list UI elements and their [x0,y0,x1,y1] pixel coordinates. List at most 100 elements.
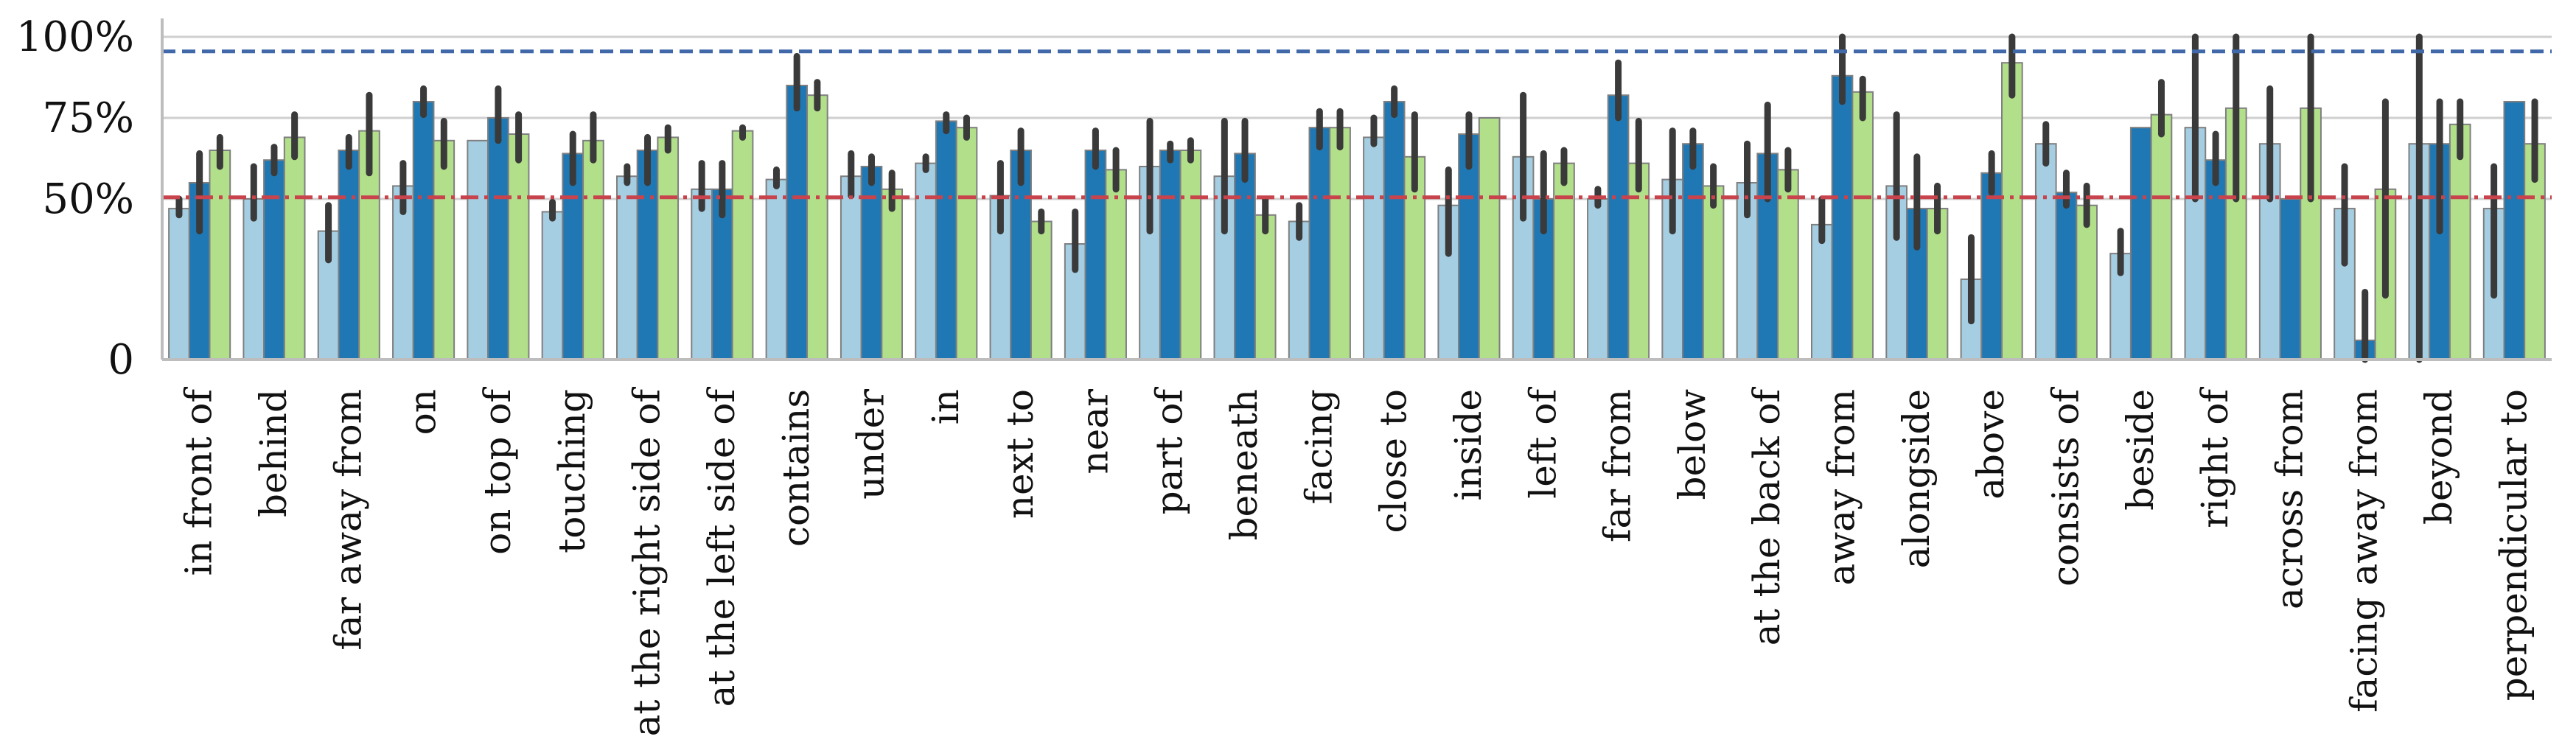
x-tick-label: part of [1148,387,1191,515]
x-tick-label: consists of [2044,387,2087,587]
bar [2503,101,2526,360]
bar [2205,159,2227,360]
bar [1702,185,1725,360]
bar [615,175,638,360]
y-tick-label: 0 [108,336,134,384]
x-tick-label: facing away from [2343,389,2386,713]
x-tick-label: far from [1596,389,1639,542]
bar [2129,127,2152,360]
bar [1105,169,1127,360]
x-tick-label: above [1969,389,2012,500]
x-tick-label: below [1671,389,1714,500]
bar [263,159,285,360]
x-tick-label: at the back of [1745,387,1788,646]
bar [1308,127,1331,360]
bar [1831,74,1854,361]
axes [161,18,2552,361]
bar [1030,220,1053,360]
bar [1682,143,1704,360]
bar [2076,204,2098,360]
bar [209,150,231,360]
x-tick-label: at the left side of [700,387,743,707]
bar [915,162,937,360]
bar [1810,223,1833,360]
x-tick-label: on top of [476,387,519,555]
bar [2034,143,2057,360]
bar [1627,162,1650,360]
bar [1553,162,1575,360]
bar [1288,220,1310,360]
bar [1254,214,1277,360]
x-tick-label: inside [1447,389,1490,500]
x-tick-label: next to [999,389,1041,519]
x-tick-label: under [849,389,892,500]
bar [1234,153,1256,360]
bar [1980,172,2003,360]
x-tick-label: beyond [2418,389,2460,525]
y-tick-label: 100% [16,13,134,61]
bar [1607,94,1630,360]
bar [582,139,604,361]
bar [283,136,306,360]
bar [1179,150,1202,360]
x-tick-label: perpendicular to [2492,389,2535,701]
x-tick-label: right of [2193,387,2236,528]
error-bars [175,33,2538,363]
bar [467,139,489,361]
x-tick-label: beneath [1223,389,1266,541]
bar [1363,136,1385,360]
bar [691,188,713,360]
x-tick-label: touching [551,389,593,553]
bars [168,62,2546,361]
bar [731,130,754,360]
bar [1458,133,1480,360]
bar [487,117,509,360]
bar [412,101,435,360]
x-tick-label: contains [775,389,817,547]
x-tick-label: alongside [1895,389,1938,568]
y-tick-label: 50% [43,175,134,223]
bar [1084,150,1107,360]
bar [2001,62,2023,360]
bar [935,120,957,360]
bar [1478,117,1501,360]
x-tick-label: at the right side of [626,387,669,737]
x-tick-label: left of [1521,387,1564,499]
x-tick-label: beside [2119,389,2162,511]
bar [765,178,788,360]
bar [2279,198,2302,360]
bar [657,136,680,360]
bar [2150,113,2173,360]
y-tick-label: 75% [43,94,134,142]
bar [1329,127,1351,360]
bar [881,188,904,360]
bar [433,139,455,361]
bar [1587,198,1609,360]
x-tick-label: away from [1821,389,1863,585]
bar [541,211,564,360]
bar [338,150,360,360]
bar [168,208,190,360]
bar [2448,123,2471,361]
bar [507,133,530,360]
x-tick-labels: in front of behind far away from on on top o… [178,387,2535,737]
bar [1851,91,1874,361]
bar [1383,101,1406,360]
bar [2055,192,2078,361]
bar [786,85,809,360]
x-tick-label: close to [1372,389,1415,533]
x-tick-label: near [1073,389,1116,475]
x-tick-label: in [924,389,967,424]
bar [955,127,978,360]
bar [840,175,862,360]
x-tick-label: behind [252,389,295,517]
x-tick-label: on [402,389,444,435]
x-tick-label: facing [1297,389,1340,505]
y-tick-labels: 0 50% 75% 100% [16,13,134,384]
x-tick-label: far away from [327,389,369,651]
reference-lines [162,49,2552,200]
bar [242,198,265,360]
x-tick-label: across from [2268,389,2311,609]
